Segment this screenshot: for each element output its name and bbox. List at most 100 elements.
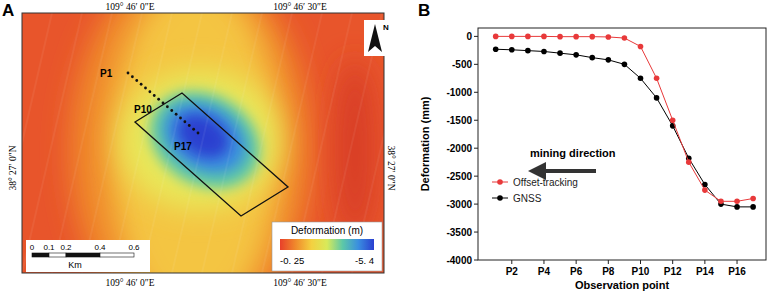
lon-label: 109° 46′ 0″E <box>106 2 155 12</box>
series-point <box>718 199 724 205</box>
series-point <box>734 199 740 205</box>
profile-dot <box>131 75 134 78</box>
x-tick <box>576 260 577 264</box>
x-tick-label: P12 <box>664 266 682 277</box>
x-tick <box>543 260 544 264</box>
x-tick <box>672 260 673 264</box>
series-point <box>541 34 547 40</box>
direction-arrow-shaft <box>544 169 596 173</box>
y-tick <box>474 92 478 93</box>
profile-dot <box>192 128 195 131</box>
map-zone <box>110 13 280 273</box>
scale-label: 0.1 <box>43 243 55 252</box>
series-point <box>734 204 740 210</box>
series-point <box>589 55 595 61</box>
series-point <box>525 34 531 40</box>
scale-label: 0 <box>30 243 35 252</box>
terrain-texture <box>202 13 262 273</box>
plot-area <box>493 34 756 210</box>
y-tick-label: -1000 <box>446 87 472 98</box>
profile-dot <box>166 105 169 108</box>
plot-frame <box>478 28 766 260</box>
y-tick <box>474 64 478 65</box>
scale-label: 0.4 <box>94 243 106 252</box>
x-tick-label: P2 <box>506 266 519 277</box>
series-point <box>541 49 547 55</box>
series-point <box>557 34 563 40</box>
terrain-texture <box>172 13 232 273</box>
y-tick-label: -1500 <box>446 115 472 126</box>
scale-label: 0.6 <box>128 243 140 252</box>
profile-dot <box>162 102 165 105</box>
x-tick <box>737 260 738 264</box>
y-tick <box>474 148 478 149</box>
north-label: N <box>383 23 389 32</box>
y-tick-label: -3000 <box>446 199 472 210</box>
point-label: P10 <box>134 104 152 115</box>
legend-label: Offset-tracking <box>513 177 578 188</box>
scale-unit: Km <box>68 260 82 270</box>
figure: A 109° 46′ 0″E 109° 46′ 0″E 109° 46′ 30″E 10… <box>0 0 768 296</box>
colorbar <box>280 239 374 250</box>
x-tick-label: P6 <box>570 266 583 277</box>
lon-label: 109° 46′ 30″E <box>273 2 327 12</box>
series-point <box>686 159 692 165</box>
profile-dot <box>127 72 130 75</box>
x-tick <box>640 260 641 264</box>
terrain-texture <box>52 13 112 273</box>
y-tick-label: 0 <box>466 31 472 42</box>
terrain-texture <box>142 13 202 273</box>
scale-segment <box>100 253 134 257</box>
series-point <box>509 34 515 40</box>
profile-dot <box>144 87 147 90</box>
panel-label: A <box>2 1 14 20</box>
profile-dot <box>170 109 173 112</box>
scale-segment <box>66 253 100 257</box>
terrain-texture <box>82 13 142 273</box>
series-point <box>622 62 628 68</box>
series-point <box>654 95 660 101</box>
series-point <box>589 34 595 40</box>
y-tick-label: -500 <box>452 59 472 70</box>
point-label: P1 <box>100 68 113 79</box>
series-point <box>622 35 628 41</box>
lon-label: 109° 46′ 0″E <box>106 278 155 288</box>
legend-marker <box>497 179 503 185</box>
panel-label: B <box>418 1 430 20</box>
profile-dot <box>157 98 160 101</box>
x-tick-label: P10 <box>632 266 650 277</box>
x-tick-label: P4 <box>538 266 551 277</box>
scale-segment <box>32 253 49 257</box>
map-zone <box>335 60 375 240</box>
lat-label: 38° 27′ 0″N <box>8 145 18 190</box>
x-tick-label: P8 <box>602 266 615 277</box>
scale-segment <box>49 253 66 257</box>
scale-box <box>26 240 150 272</box>
series-line <box>496 36 753 201</box>
y-tick <box>474 232 478 233</box>
y-tick <box>474 120 478 121</box>
map-raster <box>22 13 384 273</box>
series-point <box>702 187 708 193</box>
x-tick <box>704 260 705 264</box>
profile-dot <box>183 120 186 123</box>
map-zone <box>151 88 259 187</box>
annotation: mining direction <box>530 147 616 159</box>
y-tick-label: -2500 <box>446 171 472 182</box>
profile-dot <box>135 79 138 82</box>
point-label: P17 <box>174 141 192 152</box>
series-point <box>606 34 612 40</box>
series-point <box>493 34 499 40</box>
colorbar-label: -5. 4 <box>355 255 374 266</box>
y-tick <box>474 204 478 205</box>
y-tick-label: -3500 <box>446 227 472 238</box>
series-point <box>750 204 756 210</box>
x-tick-label: P14 <box>696 266 714 277</box>
x-tick <box>511 260 512 264</box>
series-point <box>525 48 531 54</box>
profile-dot <box>188 124 191 127</box>
profile-dot <box>179 117 182 120</box>
y-tick <box>474 36 478 37</box>
y-tick <box>474 176 478 177</box>
lon-label: 109° 46′ 30″E <box>273 278 327 288</box>
